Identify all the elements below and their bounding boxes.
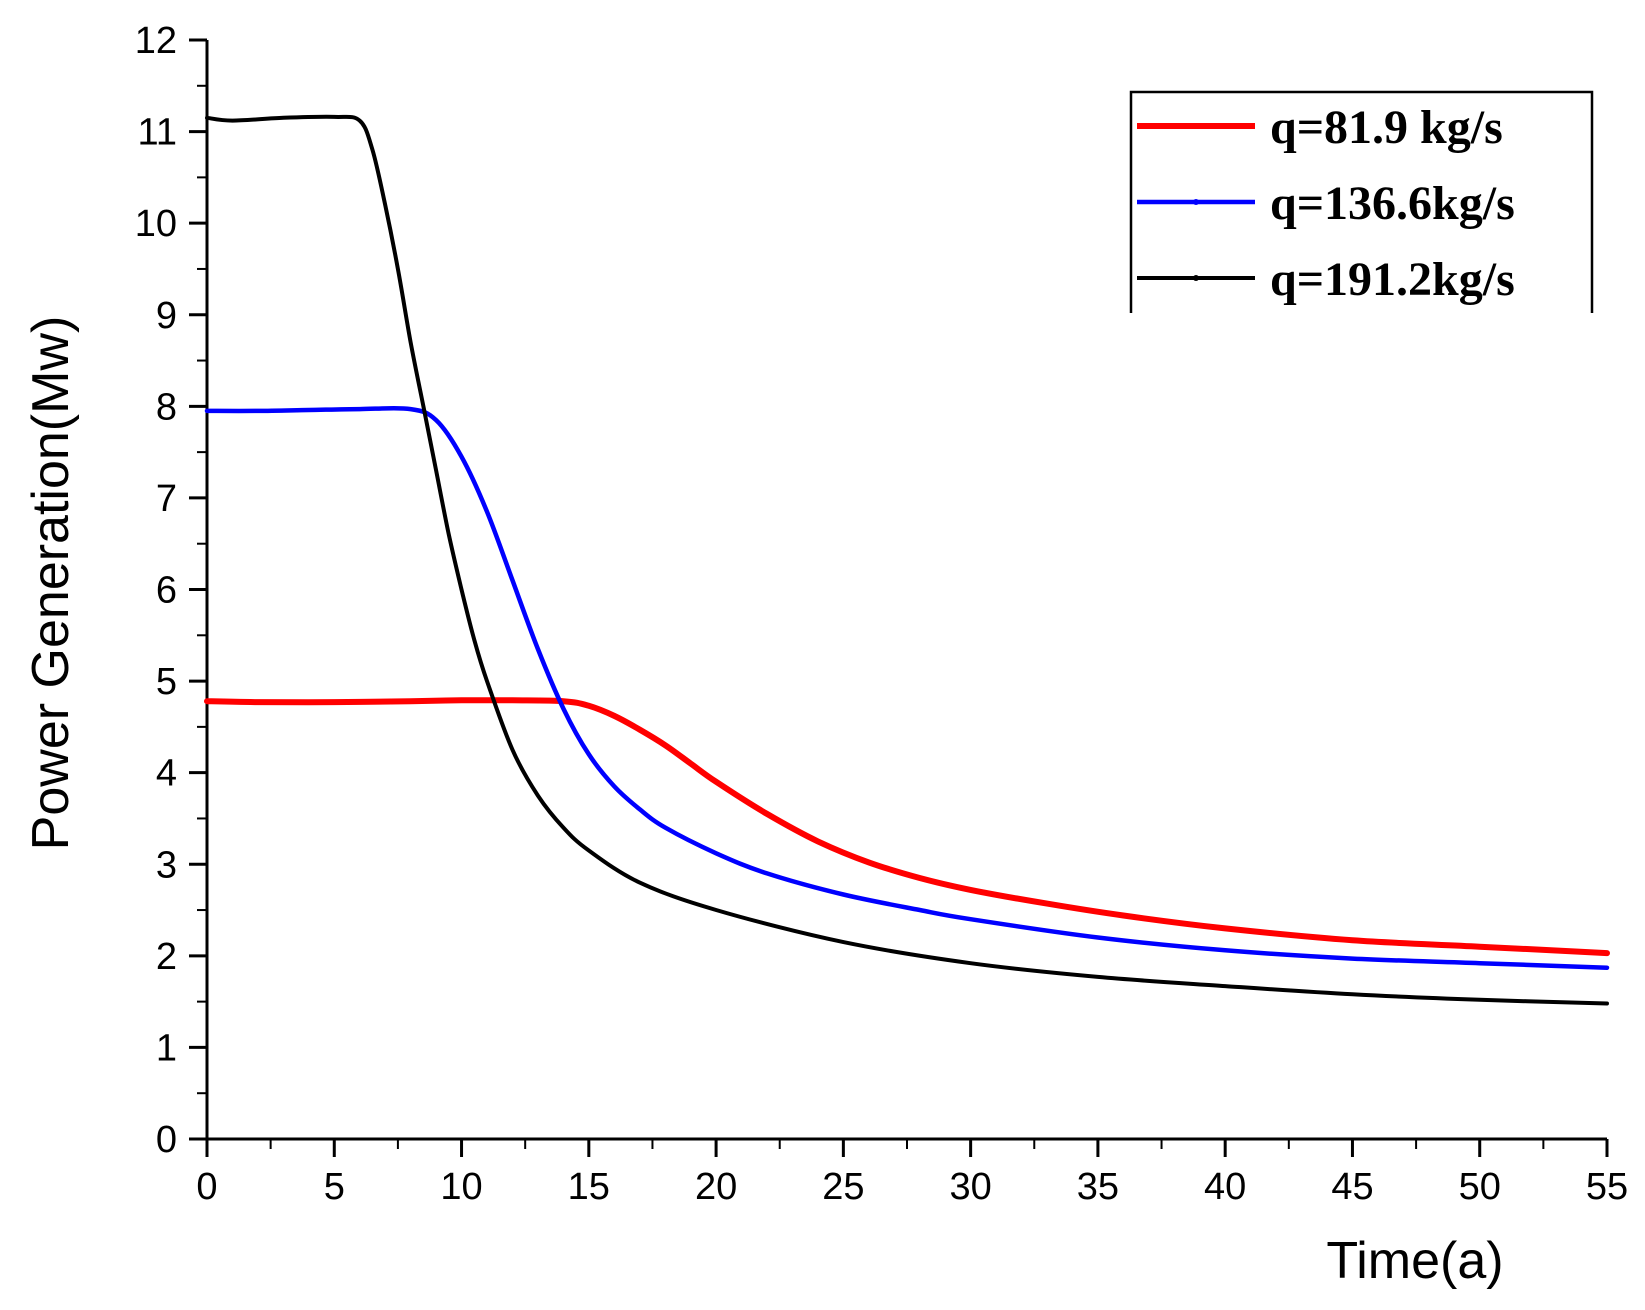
y-tick-label: 4 xyxy=(156,753,177,795)
legend-marker-2 xyxy=(1193,199,1199,205)
x-tick-label: 25 xyxy=(822,1166,864,1208)
x-tick-label: 35 xyxy=(1077,1166,1119,1208)
y-tick-label: 3 xyxy=(156,844,177,886)
legend-label-2: q=136.6kg/s xyxy=(1270,177,1515,230)
x-tick-label: 0 xyxy=(196,1166,217,1208)
y-tick-label: 0 xyxy=(156,1119,177,1161)
legend-label-3: q=191.2kg/s xyxy=(1270,253,1515,306)
y-tick-label: 7 xyxy=(156,478,177,520)
x-tick-label: 5 xyxy=(324,1166,345,1208)
y-tick-label: 9 xyxy=(156,295,177,337)
x-tick-label: 15 xyxy=(568,1166,610,1208)
x-tick-label: 50 xyxy=(1459,1166,1501,1208)
y-tick-label: 11 xyxy=(138,112,177,154)
y-tick-label: 6 xyxy=(156,570,177,612)
x-tick-label: 55 xyxy=(1586,1166,1628,1208)
legend-label-1: q=81.9 kg/s xyxy=(1270,101,1503,154)
y-tick-label: 1 xyxy=(156,1027,177,1069)
y-tick-label: 2 xyxy=(156,936,177,978)
x-tick-label: 30 xyxy=(949,1166,991,1208)
y-tick-label: 5 xyxy=(156,661,177,703)
y-tick-label: 12 xyxy=(135,20,177,62)
x-ticks: 0 5 10 15 20 25 30 35 40 45 50 55 xyxy=(196,1139,1628,1208)
x-tick-label: 20 xyxy=(695,1166,737,1208)
legend-box xyxy=(1129,90,1594,313)
legend-marker-1 xyxy=(1193,123,1199,129)
series-line-2 xyxy=(204,405,1610,970)
legend-marker-3 xyxy=(1193,275,1199,281)
y-tick-label: 8 xyxy=(156,386,177,428)
series-lines xyxy=(204,114,1610,1006)
x-tick-label: 45 xyxy=(1331,1166,1373,1208)
y-axis-title: Power Generation(Mw) xyxy=(22,316,80,851)
series-line-3 xyxy=(205,114,1609,1006)
x-tick-label: 10 xyxy=(440,1166,482,1208)
x-tick-label: 40 xyxy=(1204,1166,1246,1208)
y-tick-label: 10 xyxy=(135,203,177,245)
x-axis-title: Time(a) xyxy=(1326,1232,1503,1290)
series-line-1 xyxy=(204,697,1610,957)
legend: q=81.9 kg/s q=136.6kg/s q=191.2kg/s xyxy=(1129,90,1594,313)
